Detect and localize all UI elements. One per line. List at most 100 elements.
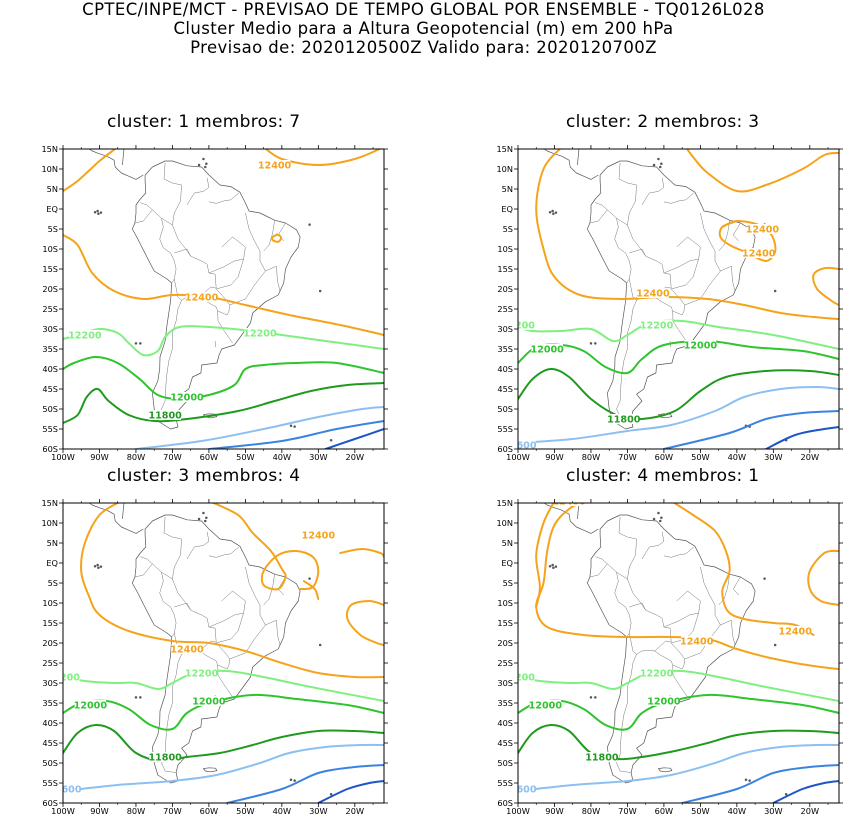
- panel-title: cluster: 1 membros: 7: [107, 112, 300, 132]
- island-dot: [594, 697, 596, 699]
- lat-label: 30S: [42, 324, 58, 334]
- island-dot: [319, 290, 321, 292]
- lon-label: 60W: [655, 806, 674, 816]
- contour-label-12000: 12000: [74, 701, 108, 712]
- lon-label: 20W: [346, 806, 365, 816]
- island-dot: [94, 565, 96, 567]
- island-dot: [205, 163, 207, 165]
- country-border: [617, 654, 637, 772]
- lon-label: 100W: [51, 806, 75, 816]
- header-line-2: Cluster Medio para a Altura Geopotencial…: [0, 19, 847, 38]
- country-border: [700, 213, 720, 271]
- island-dot: [552, 213, 554, 215]
- contour-11200: [326, 429, 384, 449]
- country-border: [700, 567, 720, 625]
- lat-label: 45S: [497, 384, 513, 394]
- lon-label: 60W: [200, 806, 219, 816]
- borders-group: [590, 517, 741, 773]
- country-border: [617, 300, 637, 418]
- lat-label: 30S: [497, 324, 513, 334]
- country-border: [276, 620, 280, 645]
- lon-label: 40W: [728, 452, 747, 462]
- panel-title: cluster: 2 membros: 3: [566, 112, 759, 132]
- island-dot: [139, 343, 141, 345]
- contour-12400: [671, 501, 813, 635]
- contour-11800: [63, 725, 384, 761]
- lon-label: 20W: [346, 452, 365, 462]
- contour-12200: [63, 326, 384, 355]
- lat-label: EQ: [46, 204, 58, 214]
- borders-group: [135, 517, 286, 773]
- lat-label: 15S: [42, 618, 58, 628]
- country-border: [209, 547, 239, 557]
- lat-label: 55S: [42, 424, 58, 434]
- lon-label: 100W: [506, 806, 530, 816]
- lat-label: 40S: [497, 364, 513, 374]
- lat-label: 45S: [42, 384, 58, 394]
- island-dot: [764, 578, 766, 580]
- country-border: [627, 579, 645, 610]
- lon-label: 50W: [691, 452, 710, 462]
- lon-label: 80W: [127, 806, 146, 816]
- contour-label-12400: 12400: [258, 161, 292, 172]
- country-border: [595, 163, 636, 225]
- header-line-1: CPTEC/INPE/MCT - PREVISAO DE TEMPO GLOBA…: [0, 0, 847, 19]
- island-dot: [552, 567, 554, 569]
- lat-label: 40S: [42, 718, 58, 728]
- lat-label: 10S: [42, 244, 58, 254]
- country-border: [140, 517, 181, 579]
- lat-label: 10S: [42, 598, 58, 608]
- island-outline: [203, 768, 217, 772]
- island-dot: [653, 164, 655, 166]
- contour-label-12000: 12000: [170, 393, 204, 404]
- lon-label: 40W: [273, 806, 292, 816]
- lat-label: 5N: [47, 184, 58, 194]
- contour-label-12000: 12000: [647, 697, 681, 708]
- lon-label: 60W: [200, 452, 219, 462]
- lat-label: 5N: [47, 538, 58, 548]
- island-dot: [294, 426, 296, 428]
- island-dot: [330, 793, 332, 795]
- lat-label: 50S: [497, 404, 513, 414]
- contour-label-12200: 12200: [185, 669, 219, 680]
- lat-label: 25S: [42, 658, 58, 668]
- island-dot: [309, 224, 311, 226]
- lat-label: 25S: [497, 304, 513, 314]
- island-dot: [290, 779, 292, 781]
- lat-label: 45S: [497, 738, 513, 748]
- island-dot: [555, 566, 557, 568]
- lat-label: 35S: [42, 344, 58, 354]
- country-border: [135, 210, 153, 223]
- island-dot: [660, 517, 662, 519]
- island-dot: [135, 697, 137, 699]
- contour-label-12400: 12400: [185, 293, 219, 304]
- lon-label: 30W: [764, 806, 783, 816]
- island-dot: [203, 512, 205, 514]
- country-border: [733, 223, 740, 241]
- lat-label: 15S: [497, 618, 513, 628]
- island-dot: [139, 697, 141, 699]
- lat-label: 15N: [41, 144, 58, 154]
- lat-label: 10N: [41, 164, 58, 174]
- lat-label: 35S: [497, 698, 513, 708]
- country-border: [172, 225, 190, 256]
- island-dot: [290, 425, 292, 427]
- country-border: [187, 532, 209, 559]
- island-dot: [774, 290, 776, 292]
- lat-label: 20S: [42, 638, 58, 648]
- country-border: [135, 564, 153, 577]
- lat-label: 15N: [496, 144, 513, 154]
- island-dot: [555, 212, 557, 214]
- lat-label: 50S: [42, 758, 58, 768]
- contour-label-12400: 12400: [636, 289, 670, 300]
- central-america-coastline: [518, 143, 598, 179]
- contour-11800: [518, 725, 839, 759]
- country-border: [245, 213, 265, 271]
- country-border: [276, 266, 280, 291]
- lon-label: 30W: [309, 452, 328, 462]
- contour-12400: [536, 501, 554, 607]
- lon-label: 20W: [801, 452, 820, 462]
- lon-label: 60W: [655, 452, 674, 462]
